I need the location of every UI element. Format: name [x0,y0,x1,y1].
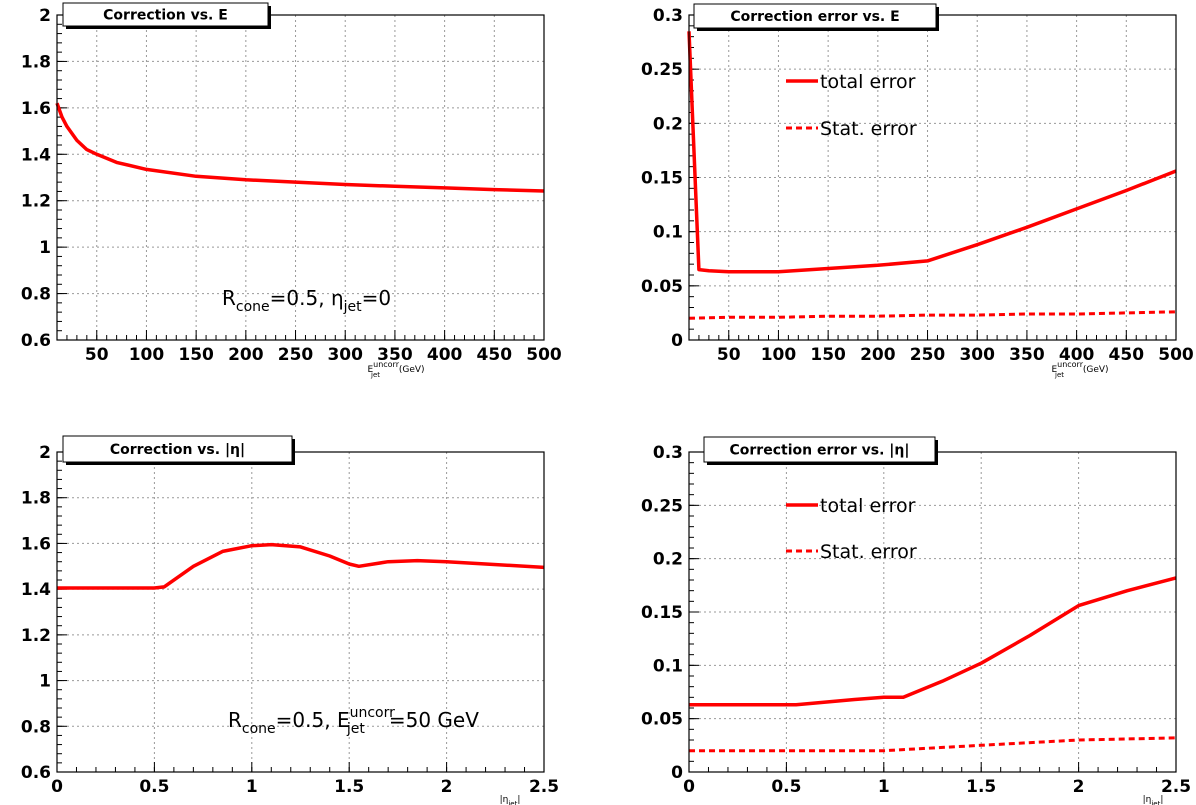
x-tick-label: 400 [1059,345,1095,365]
y-tick-label: 1 [39,672,51,692]
y-tick-label: 0.6 [21,763,51,783]
y-tick-label: 2 [39,443,51,463]
chart-panel-4: 0 0.5 1 1.5 2 2.5 0 0.05 0.1 0.15 0.2 0.25 0.3 Correc… [641,436,1191,805]
x-tick-label: 1.5 [966,777,996,797]
x-tick-label: 100 [129,345,165,365]
x-tick-label: 150 [178,345,214,365]
series-line-1 [687,31,1177,274]
y-tick-label: 0.05 [641,277,683,297]
x-tick-label: 1.5 [334,777,364,797]
chart-panel-3: 0 0.5 1 1.5 2 2.5 0.6 0.8 1 1.2 1.4 1.6 1.8 2 Correcti… [21,435,559,805]
x-tick-label: 200 [228,345,264,365]
y-tick-label: 2 [39,6,51,26]
x-tick-label: 2 [441,777,453,797]
title-box [62,435,293,463]
y-tick-label: 1.6 [21,99,51,119]
x-tick-label: 500 [526,345,562,365]
y-tick-label: 0.15 [641,169,683,189]
y-tick-label: 1.6 [21,534,51,554]
plot-frame [56,14,545,341]
y-tick-label: 0.3 [653,6,683,26]
x-tick-label: 0.5 [139,777,169,797]
y-tick-label: 0.8 [21,717,51,737]
chart-panel-2: 50 100 150 200 250 300 350 400 450 500 0 0.05 0.1 0.1… [641,3,1194,379]
x-tick-label: 350 [1009,345,1045,365]
x-tick-label: 2.5 [529,777,559,797]
x-axis-label: Euncorr jet (GeV) [367,360,424,379]
legend-label-2: Stat. error [820,541,917,563]
chart-panel-1: 50 100 150 200 250 300 350 400 450 500 0.6 0.8 1 1.2 1… [21,2,562,379]
series-line-1 [55,102,545,193]
y-tick-label: 0.3 [653,443,683,463]
y-tick-label: 0.25 [641,60,683,80]
y-tick-label: 1.8 [21,489,51,509]
x-tick-label: 300 [327,345,363,365]
plot-area [57,452,544,772]
chart-annotation: Rcone=0.5, ηjet=0 [222,286,391,315]
series-line-2 [688,310,1177,320]
x-tick-label: 250 [278,345,314,365]
y-tick-label: 0.15 [641,603,683,623]
plot-frame [56,451,545,773]
title-box [703,436,936,463]
x-axis-label: |ηjet| [500,795,521,805]
x-tick-label: 2.5 [1161,777,1191,797]
y-tick-label: 0 [671,331,683,351]
plot-area [689,452,1176,772]
x-tick-label: 1 [878,777,890,797]
chart-title: Correction error vs. |η| [730,443,910,459]
y-tick-label: 0.25 [641,496,683,516]
x-tick-label: 300 [959,345,995,365]
chart-title: Correction vs. |η| [110,442,245,458]
x-axis-label: |ηjet| [1143,795,1164,805]
x-tick-label: 0 [51,777,63,797]
x-tick-label: 450 [1109,345,1145,365]
x-tick-label: 100 [761,345,797,365]
y-tick-label: 1.4 [21,580,51,600]
x-tick-label: 50 [85,345,109,365]
x-tick-label: 1 [246,777,258,797]
y-tick-label: 1.2 [21,626,51,646]
plot-area [57,15,544,340]
y-tick-label: 0.8 [21,285,51,305]
y-tick-label: 0.2 [653,550,683,570]
x-axis-label: Euncorr jet (GeV) [1051,360,1108,379]
y-tick-label: 1.2 [21,192,51,212]
y-tick-label: 1.8 [21,52,51,72]
y-tick-label: 1.4 [21,145,51,165]
x-tick-label: 500 [1158,345,1194,365]
y-tick-label: 0 [671,763,683,783]
title-box [693,3,937,29]
y-tick-label: 0.6 [21,331,51,351]
chart-annotation: Rcone=0.5, Euncorr jet =50 GeV [228,705,479,737]
y-tick-label: 1 [39,238,51,258]
legend-label-2: Stat. error [820,118,917,140]
title-box [62,2,269,27]
x-tick-label: 350 [377,345,413,365]
y-tick-label: 0.1 [653,656,683,676]
y-tick-label: 0.2 [653,114,683,134]
x-tick-label: 0 [683,777,695,797]
x-tick-label: 200 [860,345,896,365]
series-line-2 [689,736,1177,753]
x-tick-label: 50 [717,345,741,365]
x-tick-label: 150 [810,345,846,365]
series-line-1 [689,576,1177,707]
legend-label-1: total error [820,495,916,517]
x-tick-label: 450 [477,345,513,365]
x-tick-label: 2 [1073,777,1085,797]
x-tick-label: 0.5 [771,777,801,797]
legend-label-1: total error [820,71,916,93]
series-line-1 [57,542,545,590]
x-tick-label: 400 [427,345,463,365]
chart-title: Correction vs. E [103,8,228,24]
x-tick-label: 250 [910,345,946,365]
y-tick-label: 0.1 [653,223,683,243]
chart-title: Correction error vs. E [730,9,899,25]
y-tick-label: 0.05 [641,710,683,730]
plot-area [689,15,1176,340]
